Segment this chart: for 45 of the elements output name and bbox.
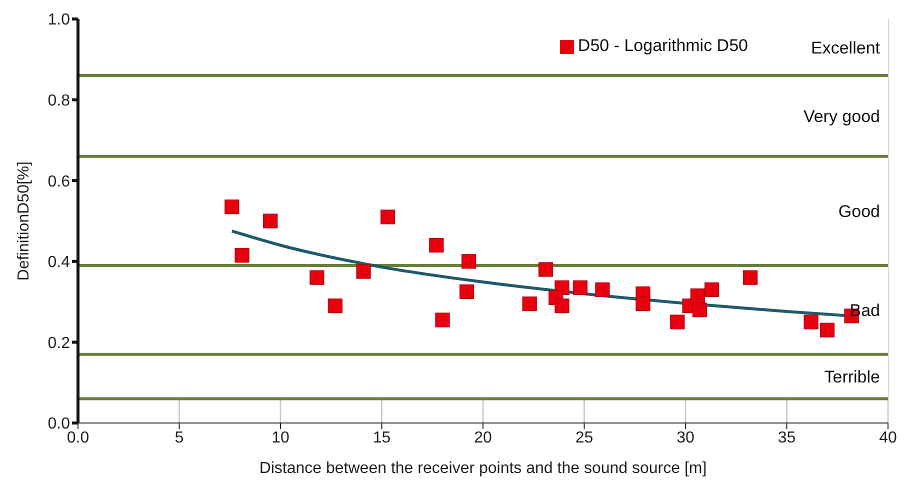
x-tick-label: 20 bbox=[474, 429, 492, 446]
point bbox=[670, 314, 685, 330]
y-tick-label: 0.4 bbox=[48, 254, 70, 272]
x-tick-label: 40 bbox=[879, 429, 897, 446]
y-axis-title: DefinitionD50[%] bbox=[16, 161, 33, 281]
band-label: Good bbox=[838, 202, 880, 221]
point bbox=[704, 282, 720, 297]
point bbox=[234, 248, 250, 263]
y-tick-label: 0.8 bbox=[48, 92, 70, 110]
x-axis-title: Distance between the receiver points and the sound source [m] bbox=[259, 460, 707, 477]
x-tick-label: 15 bbox=[372, 429, 391, 446]
band-label: Terrible bbox=[824, 368, 880, 387]
x-tick-label: 35 bbox=[778, 429, 796, 446]
point bbox=[743, 270, 758, 285]
point bbox=[429, 238, 444, 253]
y-tick-label: 0.6 bbox=[48, 173, 70, 190]
x-tick-label: 5 bbox=[174, 429, 184, 446]
point bbox=[690, 288, 705, 304]
point bbox=[538, 262, 554, 277]
point bbox=[310, 270, 324, 285]
y-tick-label: 0.2 bbox=[48, 334, 70, 352]
point bbox=[636, 296, 650, 312]
point bbox=[572, 280, 588, 295]
x-tick-label: 30 bbox=[676, 429, 694, 446]
point bbox=[460, 284, 474, 299]
point bbox=[328, 298, 342, 314]
point bbox=[522, 296, 537, 312]
y-tick-label: 1.0 bbox=[48, 12, 70, 29]
point bbox=[820, 322, 835, 338]
point bbox=[462, 254, 476, 269]
x-tick-label: 25 bbox=[575, 429, 594, 446]
band-label: Bad bbox=[850, 300, 880, 320]
point bbox=[554, 298, 570, 314]
band-label: Very good bbox=[803, 106, 880, 126]
point bbox=[380, 210, 396, 224]
point bbox=[692, 302, 707, 318]
band-label: Excellent bbox=[811, 38, 880, 58]
point bbox=[595, 282, 610, 297]
x-tick-label: 10 bbox=[272, 429, 290, 446]
point bbox=[804, 314, 818, 330]
point bbox=[435, 312, 450, 328]
legend-label: D50 - Logarithmic D50 bbox=[578, 36, 748, 55]
point bbox=[224, 200, 240, 214]
point bbox=[263, 214, 278, 228]
point bbox=[356, 264, 371, 279]
